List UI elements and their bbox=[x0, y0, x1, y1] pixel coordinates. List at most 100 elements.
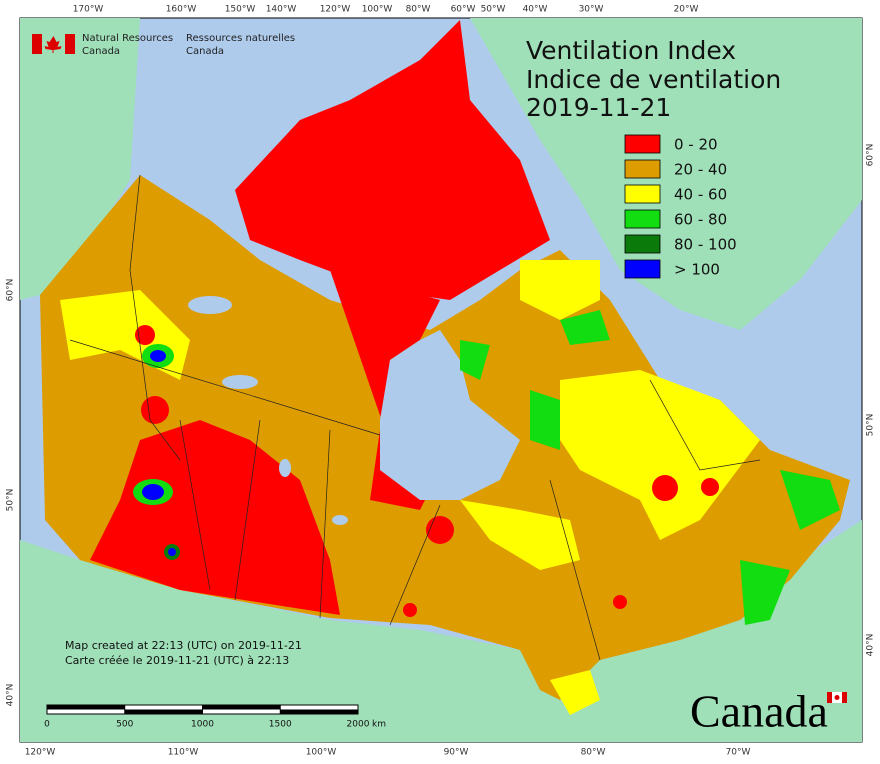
border bbox=[129, 174, 181, 461]
wordmark-flag bbox=[827, 692, 832, 703]
legend-label: > 100 bbox=[674, 261, 720, 279]
lake bbox=[222, 375, 258, 389]
scale-segment bbox=[124, 709, 203, 714]
high-spots bbox=[133, 344, 180, 560]
legend-swatch bbox=[624, 159, 661, 179]
flag-leaf bbox=[44, 36, 62, 53]
border bbox=[179, 419, 211, 591]
graticule-label: 120°W bbox=[320, 5, 351, 15]
legend-label: 20 - 40 bbox=[674, 161, 727, 179]
graticule-label: 50°N bbox=[866, 414, 876, 437]
legend-label: 60 - 80 bbox=[674, 211, 727, 229]
scale-segment bbox=[202, 705, 281, 710]
title: Indice de ventilation bbox=[526, 65, 781, 94]
legend-label: 40 - 60 bbox=[674, 186, 727, 204]
greenland bbox=[470, 18, 862, 330]
spot bbox=[135, 325, 155, 345]
agency-fr: Canada bbox=[186, 46, 224, 57]
graticule-label: 30°W bbox=[579, 5, 604, 15]
credit: Carte créée le 2019-11-21 (UTC) à 22:13 bbox=[65, 654, 289, 667]
agency-fr: Ressources naturelles bbox=[186, 33, 295, 44]
flag-bar bbox=[32, 34, 42, 54]
hudson-bay bbox=[380, 330, 520, 500]
graticule-label: 40°W bbox=[523, 5, 548, 15]
scale-segment bbox=[47, 705, 125, 710]
title: 2019-11-21 bbox=[526, 93, 671, 122]
border bbox=[319, 429, 331, 619]
zone-yellow bbox=[550, 670, 600, 715]
border bbox=[649, 379, 761, 471]
graticule-label: 110°W bbox=[168, 748, 199, 758]
spot bbox=[150, 350, 166, 362]
arctic-islands bbox=[235, 20, 550, 300]
graticule-label: 80°W bbox=[406, 5, 431, 15]
scale-label: 2000 bbox=[347, 720, 370, 730]
scale-segment bbox=[280, 709, 358, 714]
zone-green bbox=[530, 390, 560, 450]
legend-swatch bbox=[624, 134, 661, 154]
graticule-label: 150°W bbox=[225, 5, 256, 15]
legend-label: 80 - 100 bbox=[674, 236, 737, 254]
graticule-label: 60°N bbox=[6, 279, 16, 302]
spot bbox=[403, 603, 417, 617]
graticule-label: 100°W bbox=[362, 5, 393, 15]
zone-yellow bbox=[560, 370, 760, 540]
borders bbox=[69, 174, 761, 661]
zone-red bbox=[90, 420, 340, 615]
graticule-label: 80°W bbox=[581, 748, 606, 758]
legend-swatch bbox=[624, 234, 661, 254]
lake bbox=[279, 459, 291, 477]
zone-green bbox=[780, 470, 840, 530]
spot bbox=[142, 484, 164, 500]
graticule-label: 40°N bbox=[866, 634, 876, 657]
red-spots bbox=[135, 325, 719, 617]
spot bbox=[613, 595, 627, 609]
border bbox=[234, 419, 261, 601]
graticule-label: 40°N bbox=[6, 684, 16, 707]
scale-bar: 0 500 1000 1500 2000 km bbox=[44, 704, 386, 730]
zone-yellow bbox=[520, 260, 600, 320]
scale-label: 0 bbox=[44, 720, 50, 730]
title: Ventilation Index bbox=[526, 36, 736, 65]
graticule-label: 50°N bbox=[6, 489, 16, 512]
graticule-label: 20°W bbox=[674, 5, 699, 15]
graticule-label: 70°W bbox=[726, 748, 751, 758]
graticule-label: 140°W bbox=[266, 5, 297, 15]
spot bbox=[141, 396, 169, 424]
legend-swatch bbox=[624, 259, 661, 279]
scale-label: 1000 bbox=[191, 720, 214, 730]
graticule-label: 50°W bbox=[481, 5, 506, 15]
scale-label: 500 bbox=[116, 720, 133, 730]
spot bbox=[168, 548, 176, 556]
zone-green bbox=[560, 310, 610, 345]
credit: Map created at 22:13 (UTC) on 2019-11-21 bbox=[65, 639, 302, 652]
agency-en: Canada bbox=[82, 46, 120, 57]
flag-bar bbox=[65, 34, 75, 54]
wordmark: Canada bbox=[690, 686, 828, 737]
graticule-labels: 170°W 160°W 150°W 140°W 120°W 100°W 80°W 60°W 50… bbox=[6, 5, 876, 758]
scale-unit: km bbox=[372, 720, 386, 730]
legend-label: 0 - 20 bbox=[674, 136, 718, 154]
agency-en: Natural Resources bbox=[82, 33, 173, 44]
graticule-label: 90°W bbox=[444, 748, 469, 758]
zone-green bbox=[460, 340, 490, 380]
legend-swatch bbox=[624, 209, 661, 229]
graticule-label: 100°W bbox=[306, 748, 337, 758]
legend: 0 - 20 20 - 40 40 - 60 60 - 80 80 - 100 > 100 bbox=[624, 134, 737, 279]
spot bbox=[701, 478, 719, 496]
scale-label: 1500 bbox=[269, 720, 292, 730]
graticule-label: 160°W bbox=[166, 5, 197, 15]
graticule-label: 60°N bbox=[866, 144, 876, 167]
graticule-label: 170°W bbox=[73, 5, 104, 15]
border bbox=[549, 479, 601, 661]
graticule-label: 120°W bbox=[25, 748, 56, 758]
legend-swatch bbox=[624, 184, 661, 204]
spot bbox=[652, 475, 678, 501]
wordmark-flag bbox=[842, 692, 847, 703]
alaska bbox=[20, 18, 140, 300]
zone-yellow bbox=[460, 500, 580, 570]
graticule-label: 60°W bbox=[451, 5, 476, 15]
spot bbox=[426, 516, 454, 544]
border bbox=[69, 339, 381, 436]
